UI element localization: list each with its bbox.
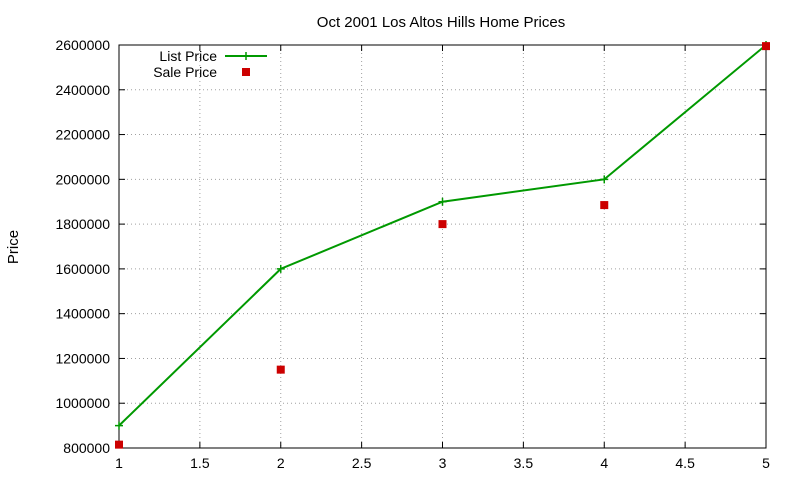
- x-tick-label: 3.5: [514, 455, 534, 471]
- x-tick-labels: 1 1.5 2 2.5 3 3.5 4 4.5 5: [115, 455, 770, 471]
- series-line: [118, 44, 767, 427]
- y-tick-label: 1000000: [55, 395, 110, 411]
- y-tick-label: 1200000: [55, 350, 110, 366]
- chart-title: Oct 2001 Los Altos Hills Home Prices: [317, 14, 565, 31]
- plus-marker: [115, 421, 123, 430]
- x-tick-label: 2: [277, 455, 285, 471]
- x-tick-label: 4.5: [675, 455, 695, 471]
- series-sale-price: [115, 42, 770, 449]
- y-axis-label: Price: [5, 230, 22, 264]
- y-tick-label: 2200000: [55, 127, 110, 143]
- data-series: [115, 41, 770, 449]
- grid-lines: [119, 45, 766, 448]
- plus-marker: [600, 175, 609, 184]
- y-tick-label: 1800000: [55, 216, 110, 232]
- square-marker: [242, 68, 250, 76]
- plot-frame: [118, 44, 767, 449]
- square-marker: [438, 220, 447, 229]
- plus-marker: [242, 52, 250, 60]
- x-tick-label: 4: [600, 455, 608, 471]
- square-marker: [276, 365, 285, 374]
- x-tick-label: 3: [439, 455, 447, 471]
- legend-label: Sale Price: [153, 64, 217, 80]
- plus-marker: [276, 264, 285, 273]
- y-tick-labels: 800000 1000000 1200000 1400000 1600000 180000…: [55, 37, 110, 456]
- y-tick-label: 800000: [63, 440, 110, 456]
- x-tick-label: 2.5: [352, 455, 372, 471]
- y-tick-label: 2000000: [55, 171, 110, 187]
- square-marker: [762, 42, 770, 51]
- x-tick-label: 5: [762, 455, 770, 471]
- plus-marker: [438, 197, 447, 206]
- square-marker: [115, 440, 123, 449]
- y-tick-label: 2400000: [55, 82, 110, 98]
- y-tick-label: 1600000: [55, 261, 110, 277]
- square-marker: [600, 201, 609, 210]
- y-tick-label: 1400000: [55, 306, 110, 322]
- legend-label: List Price: [159, 48, 217, 64]
- y-tick-label: 2600000: [55, 37, 110, 53]
- x-tick-label: 1.5: [190, 455, 210, 471]
- x-tick-label: 1: [115, 455, 123, 471]
- series-list-price: [115, 41, 770, 430]
